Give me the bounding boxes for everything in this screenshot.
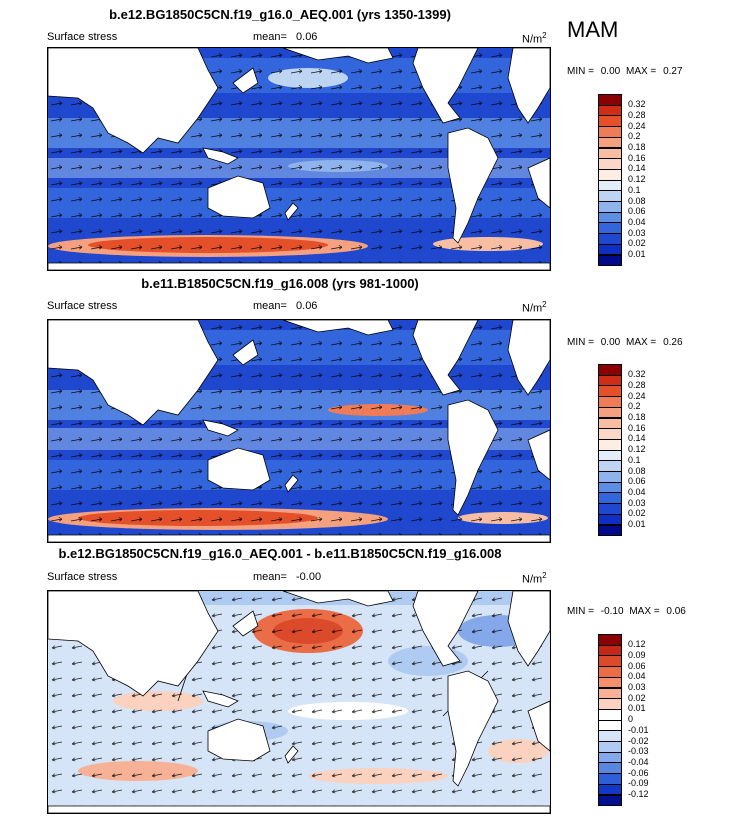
colorbar-tick-label: 0.32 [628,99,646,110]
colorbar-tick-label: 0.1 [628,454,641,465]
panel-1-map-svg [48,48,550,270]
panel-2-units-exp: 2 [542,300,547,309]
colorbar-tick-label: 0.16 [628,152,646,163]
colorbar-tick-label: 0.28 [628,109,646,120]
panel-2-mean: mean= 0.06 [253,300,317,312]
colorbar-swatch [598,254,622,267]
colorbar-tick-label: 0.28 [628,379,646,390]
panel-2-units: N/m2 [522,300,547,315]
colorbar-tick-label: 0.24 [628,390,646,401]
season-label: MAM [567,17,619,42]
panel-2-map [47,319,551,543]
colorbar-tick-label: 0.02 [628,508,646,519]
colorbar-tick-label: 0.18 [628,142,646,152]
panel-2-map-svg [48,320,550,542]
panel-1-units-exp: 2 [542,31,547,40]
panel-1-units: N/m2 [522,31,547,46]
panel-2-max-value: 0.26 [663,337,683,348]
colorbar-tick-label: 0.03 [628,227,646,238]
colorbar-tick-label: 0.06 [628,206,646,217]
colorbar-tick-label: 0.01 [628,249,646,259]
panel-1-min-label: MIN = [567,66,594,77]
panel-2-min-value: 0.00 [600,337,621,348]
colorbar-tick-label: -0.12 [628,789,649,799]
colorbar-tick-label: 0.2 [628,401,641,412]
panel-1-map [47,47,551,271]
panel-2-units-base: N/m [522,302,543,315]
panel-3-mean: mean= -0.00 [253,571,321,583]
colorbar-tick-label: 0.12 [628,444,646,455]
panel-2-max-label: MAX = [625,337,657,348]
colorbar-tick-label: 0.03 [628,497,646,508]
colorbar-tick-label: 0.1 [628,184,641,195]
colorbar-tick-label: 0.14 [628,433,646,444]
panel-3-map-svg [48,591,550,813]
panel-3-mean-value: -0.00 [296,571,322,583]
colorbar-swatch [598,794,622,807]
panel-3-map [47,590,551,814]
panel-1-max-value: 0.27 [663,66,683,77]
colorbar-tick-label: 0.02 [628,692,646,703]
colorbar-tick-label: 0.01 [628,519,646,529]
panel-1-mean-value: 0.06 [296,31,318,43]
panel-2-minmax: MIN = 0.00 MAX = 0.26 [567,337,683,348]
colorbar-tick-label: 0.12 [628,174,646,185]
colorbar-tick-label: -0.01 [628,724,649,735]
colorbar-tick-label: 0.18 [628,412,646,422]
colorbar-tick-label: 0.01 [628,703,646,714]
panel-3-minmax: MIN = -0.10 MAX = 0.06 [567,606,686,617]
colorbar-swatch [598,524,622,537]
panel-3-title: b.e12.BG1850C5CN.f19_g16.0_AEQ.001 - b.e… [58,546,502,561]
colorbar-tick-label: 0.16 [628,422,646,433]
colorbar-tick-label: 0 [628,714,634,725]
colorbar-tick-label: -0.06 [628,767,649,778]
colorbar-tick-label: 0.04 [628,216,646,227]
panel-2-mean-label: mean= [253,300,287,312]
colorbar-tick-label: -0.03 [628,746,649,757]
panel-1-minmax: MIN = 0.00 MAX = 0.27 [567,66,683,77]
panel-1-mean-label: mean= [253,31,287,43]
colorbar-tick-label: 0.08 [628,195,646,206]
colorbar-tick-label: 0.09 [628,649,646,660]
panel-2-title: b.e11.B1850C5CN.f19_g16.008 (yrs 981-100… [141,276,419,291]
colorbar-tick-label: 0.08 [628,465,646,476]
panel-1-units-base: N/m [522,33,543,46]
colorbar-tick-label: 0.24 [628,120,646,131]
panel-2-variable-label: Surface stress [47,300,118,312]
colorbar-tick-label: 0.32 [628,369,646,380]
colorbar-tick-label: 0.2 [628,131,641,142]
colorbar-tick-label: -0.09 [628,778,649,789]
colorbar-tick-label: 0.02 [628,238,646,249]
panel-3-mean-label: mean= [253,571,287,583]
colorbar-tick-label: 0.06 [628,476,646,487]
panel-3-units-exp: 2 [542,571,547,580]
panel-3-units-base: N/m [522,573,543,586]
colorbar-tick-label: -0.04 [628,756,649,767]
panel-2-mean-value: 0.06 [296,300,318,312]
panel-1-title: b.e12.BG1850C5CN.f19_g16.0_AEQ.001 (yrs … [109,7,451,22]
panel-1-variable-label: Surface stress [47,31,118,43]
colorbar-tick-label: 0.12 [628,639,646,650]
panel-2-min-label: MIN = [567,337,594,348]
panel-3-max-value: 0.06 [666,606,686,617]
colorbar-tick-label: 0.14 [628,163,646,174]
panel-3-min-value: -0.10 [600,606,624,617]
panel-1-max-label: MAX = [625,66,657,77]
colorbar-tick-label: 0.03 [628,682,646,692]
panel-3-max-label: MAX = [629,606,660,617]
panel-3-min-label: MIN = [567,606,594,617]
panel-3-variable-label: Surface stress [47,571,118,583]
colorbar-tick-label: 0.04 [628,486,646,497]
colorbar-tick-label: 0.06 [628,660,646,671]
panel-3-units: N/m2 [522,571,547,586]
colorbar-tick-label: -0.02 [628,735,649,746]
colorbar-tick-label: 0.04 [628,671,646,682]
panel-1-min-value: 0.00 [600,66,621,77]
panel-1-mean: mean= 0.06 [253,31,317,43]
